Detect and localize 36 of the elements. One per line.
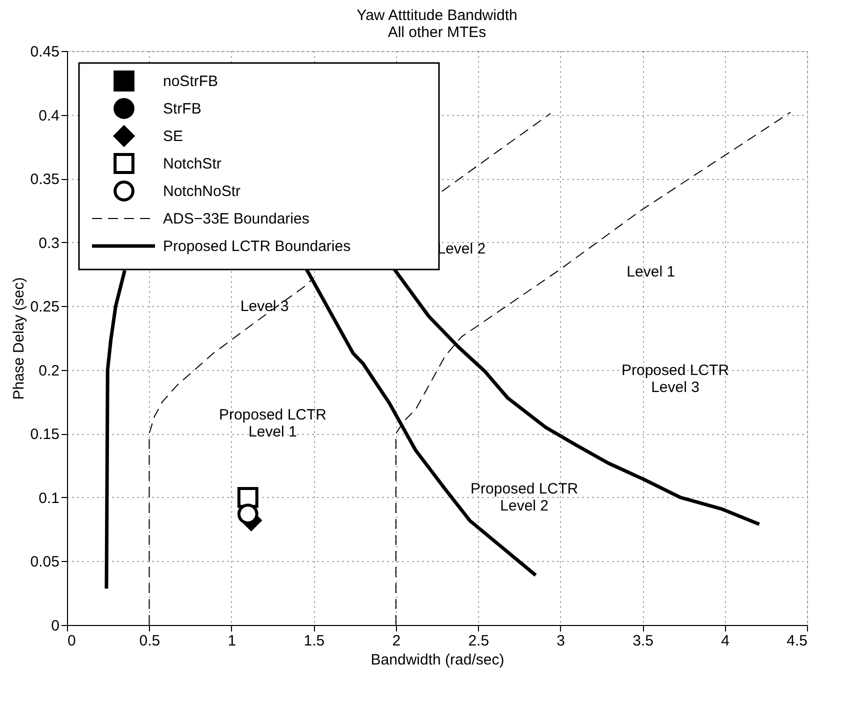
x-tick-label: 0.5 [139,632,160,650]
annotation: Level 1 [626,263,676,280]
y-tick-label: 0.15 [30,426,60,444]
y-tick-label: 0.4 [38,107,60,124]
legend-label: NotchNoStr [163,183,241,200]
x-axis-title: Bandwidth (rad/sec) [370,652,504,668]
annotation: Proposed LCTR Level 1 [218,406,327,440]
y-tick-label: 0.45 [30,44,60,60]
x-tick-label: 4.5 [786,632,808,650]
y-tick-label: 0.25 [30,298,60,316]
chart-title: Yaw Atttitude Bandwidth [356,7,518,24]
y-axis-title: Phase Delay (sec) [10,277,28,400]
legend-label: ADS−33E Boundaries [163,210,310,228]
y-tick-label: 0.2 [38,362,60,380]
legend-label: noStrFB [163,73,218,90]
y-tick-label: 0.1 [38,490,60,507]
x-tick-label: 3 [556,632,566,650]
chart-subtitle: All other MTEs [388,24,486,41]
x-tick-label: 1.5 [304,632,325,650]
x-tick-label: 0 [68,632,76,650]
annotation: Level 3 [240,298,289,315]
x-tick-label: 1 [228,632,236,650]
legend-label: NotchStr [163,156,222,172]
y-tick-label: 0.3 [38,234,60,252]
legend-label: Proposed LCTR Boundaries [163,238,351,255]
x-tick-label: 3.5 [632,632,654,650]
x-tick-label: 2.5 [468,632,490,650]
y-tick-label: 0 [51,618,60,634]
legend-label: StrFB [163,100,202,118]
x-tick-label: 4 [721,632,730,650]
y-tick-label: 0.05 [30,554,60,571]
legend-label: SE [163,128,184,145]
x-tick-label: 2 [392,632,401,650]
y-tick-label: 0.35 [30,171,60,188]
annotation: Proposed LCTR Level 3 [622,362,730,396]
annotation: Proposed LCTR Level 2 [470,480,578,514]
